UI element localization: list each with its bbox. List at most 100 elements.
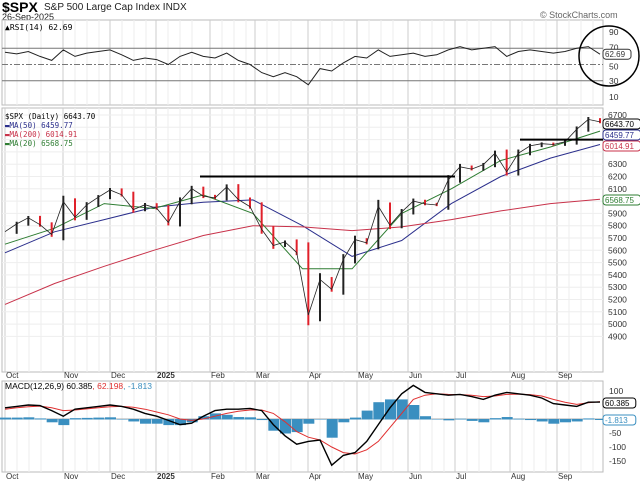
price-tick: 4900 [608,331,627,341]
macd-histogram-bar [583,418,595,420]
macd-histogram-bar [128,419,140,422]
price-tick: 5100 [608,307,627,317]
ma-line [4,130,601,270]
price-legend: $SPX (Daily) 6643.70 [5,112,96,121]
macd-histogram-bar [420,416,431,420]
macd-histogram-bar [233,417,245,420]
macd-histogram-bar [396,399,408,420]
price-legend: ▬MA(50) 6459.77 [5,121,73,130]
x-tick: Sep [558,472,573,481]
price-value-label-box [602,140,640,152]
macd-histogram-bar [525,419,536,421]
macd-histogram-bar [198,416,210,420]
brand-watermark: © StockCharts.com [540,10,618,20]
symbol: $SPX [2,0,38,15]
macd-line [4,384,601,467]
price-value-label-box [602,129,640,141]
macd-signal-line [4,393,601,455]
macd-histogram-bar [105,417,116,420]
exchange: INDX [162,2,187,13]
price-tick: 5500 [608,258,627,268]
macd-tick: -100 [609,442,626,452]
macd-histogram-bar [291,419,303,433]
x-tick: Jul [456,472,466,481]
macd-histogram-bar [385,399,396,420]
macd-histogram-bar [595,419,606,421]
macd-histogram-bar [35,418,46,420]
macd-histogram-bar [490,418,501,420]
macd-histogram-bar [11,417,23,420]
macd-histogram-bar [58,419,70,426]
macd-histogram-bar [70,418,81,420]
macd-histogram-bar [536,419,548,422]
macd-histogram-bar [443,419,455,421]
macd-histogram-bar [303,419,315,424]
price-line [4,118,601,316]
macd-histogram-bar [245,417,256,420]
price-value-label-box [602,118,640,130]
macd-histogram-bar [548,419,560,424]
macd-histogram-bar [46,419,58,423]
price-tick: 6700 [608,110,627,120]
x-tick: Feb [211,371,225,380]
macd-histogram-bar [93,417,105,420]
rsi-tick: 70 [609,42,619,52]
rsi-tick: 50 [609,62,619,72]
macd-hist-label-box [602,414,637,426]
macd-histogram-bar [151,419,163,424]
macd-histogram-bar [501,417,513,420]
price-tick: 5000 [608,319,627,329]
x-tick: Aug [511,371,525,380]
price-value-label: 6643.70 [605,120,634,129]
price-tick: 5800 [608,221,627,231]
macd-tick: 100 [609,386,623,396]
x-tick: Dec [111,371,125,380]
price-value-label: 6568.75 [605,196,634,205]
macd-histogram-bar [338,419,350,423]
x-tick: May [358,371,373,380]
price-value-label: 6459.77 [605,131,634,140]
macd-histogram-bar [466,419,478,421]
x-tick: Oct [6,472,19,481]
macd-histogram-bar [256,419,268,421]
x-tick: Dec [111,472,125,481]
x-tick: Mar [256,472,270,481]
x-tick: Feb [211,472,225,481]
macd-histogram-bar [81,417,93,420]
price-tick: 5900 [608,208,627,218]
macd-value-label-box [602,397,637,409]
price-tick: 5200 [608,295,627,305]
macd-histogram-bar [571,419,583,422]
macd-legend: MACD(12,26,9) 60.385, 62.198, -1.813 [5,381,152,391]
macd-histogram-bar [455,418,466,420]
macd-histogram-bar [175,419,186,426]
price-value-label: 6014.91 [605,142,634,151]
macd-histogram-bar [373,402,385,420]
panel-frame [1,19,604,106]
price-legend: ▬MA(20) 6568.75 [5,139,73,148]
rsi-line [4,46,601,86]
macd-histogram-bar [478,419,490,423]
x-tick: Sep [558,371,573,380]
macd-histogram-bar [513,418,525,420]
macd-histogram-bar [431,419,443,420]
macd-histogram-bar [326,419,338,438]
macd-tick: -150 [609,456,626,466]
x-tick: 2025 [157,371,175,380]
macd-histogram-bar [408,405,420,420]
macd-histogram-bar [280,419,291,434]
rsi-value-label: 62.69 [605,50,626,59]
rsi-tick: 30 [609,76,619,86]
x-tick: Apr [309,371,322,380]
x-tick: 2025 [157,472,175,481]
x-tick: Aug [511,472,525,481]
rsi-legend: ▲RSI(14) 62.69 [5,23,73,32]
macd-histogram-bar [116,419,128,420]
x-tick: Nov [64,371,78,380]
rsi-tick: 10 [609,92,619,102]
rsi-tick: 90 [609,27,619,37]
panel-frame [1,107,604,373]
macd-histogram-bar [163,419,175,426]
